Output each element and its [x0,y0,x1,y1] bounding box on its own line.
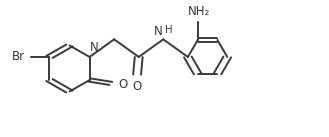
Text: N: N [89,41,98,54]
Text: N: N [154,25,162,38]
Text: O: O [118,78,127,91]
Text: O: O [133,80,142,93]
Text: Br: Br [12,50,25,63]
Text: NH₂: NH₂ [188,5,210,18]
Text: H: H [165,25,172,35]
